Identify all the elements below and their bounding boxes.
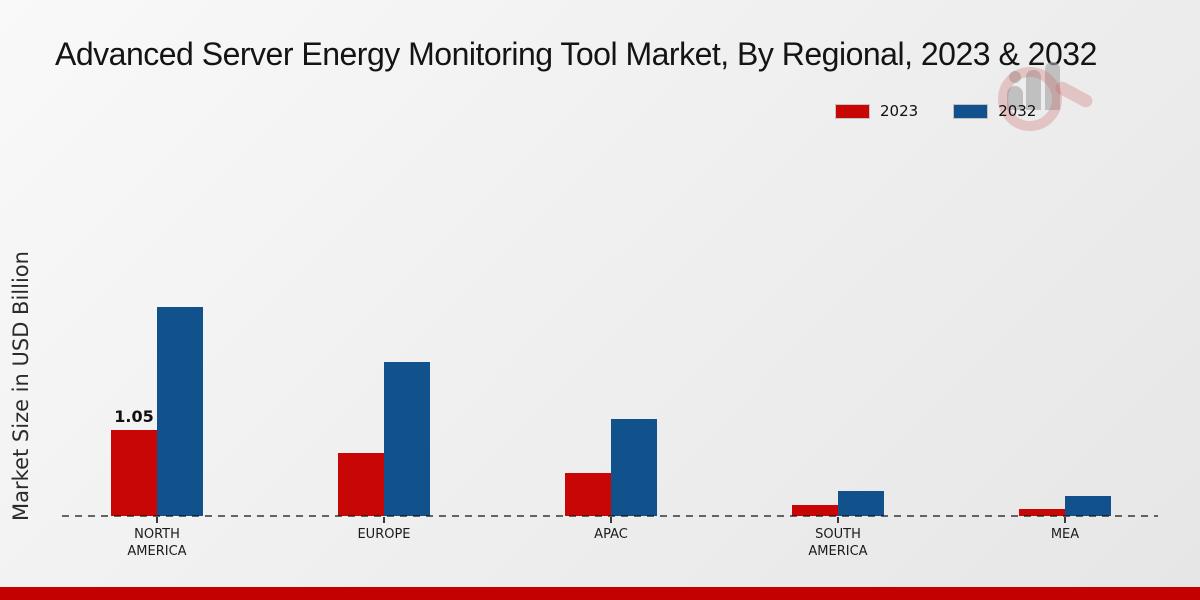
bar-2023-south-america xyxy=(792,505,838,516)
bar-2032-mea xyxy=(1065,496,1111,516)
legend-swatch-2023 xyxy=(836,104,869,118)
legend-item-2023: 2023 xyxy=(836,102,918,120)
bar-2023-mea xyxy=(1019,509,1065,516)
legend: 2023 2032 xyxy=(836,102,1036,120)
bar-2023-europe xyxy=(338,453,384,516)
axis-tick xyxy=(610,517,612,523)
x-axis-baseline xyxy=(62,515,1158,517)
legend-swatch-2032 xyxy=(954,104,988,118)
category-label-apac: APAC xyxy=(594,527,628,542)
axis-tick xyxy=(837,517,839,523)
axis-tick xyxy=(1064,517,1066,523)
legend-label-2032: 2032 xyxy=(998,102,1037,120)
category-label-mea: MEA xyxy=(1050,527,1080,542)
bar-2032-europe xyxy=(384,362,430,516)
bar-2023-apac xyxy=(565,473,611,516)
category-label-europe: EUROPE xyxy=(357,527,411,542)
axis-tick xyxy=(383,517,385,523)
category-label-south-america: SOUTH AMERICA xyxy=(808,527,868,559)
bar-2032-north-america xyxy=(157,307,203,516)
footer-bar xyxy=(0,587,1200,600)
bar-2023-north-america xyxy=(111,430,157,516)
legend-label-2023: 2023 xyxy=(880,102,919,120)
bar-2032-south-america xyxy=(838,491,884,516)
chart-title: Advanced Server Energy Monitoring Tool M… xyxy=(55,36,1097,72)
category-label-north-america: NORTH AMERICA xyxy=(127,527,187,559)
bar-value-label: 1.05 xyxy=(114,407,154,426)
legend-item-2032: 2032 xyxy=(954,102,1036,120)
axis-tick xyxy=(156,517,158,523)
bar-2032-apac xyxy=(611,419,657,516)
